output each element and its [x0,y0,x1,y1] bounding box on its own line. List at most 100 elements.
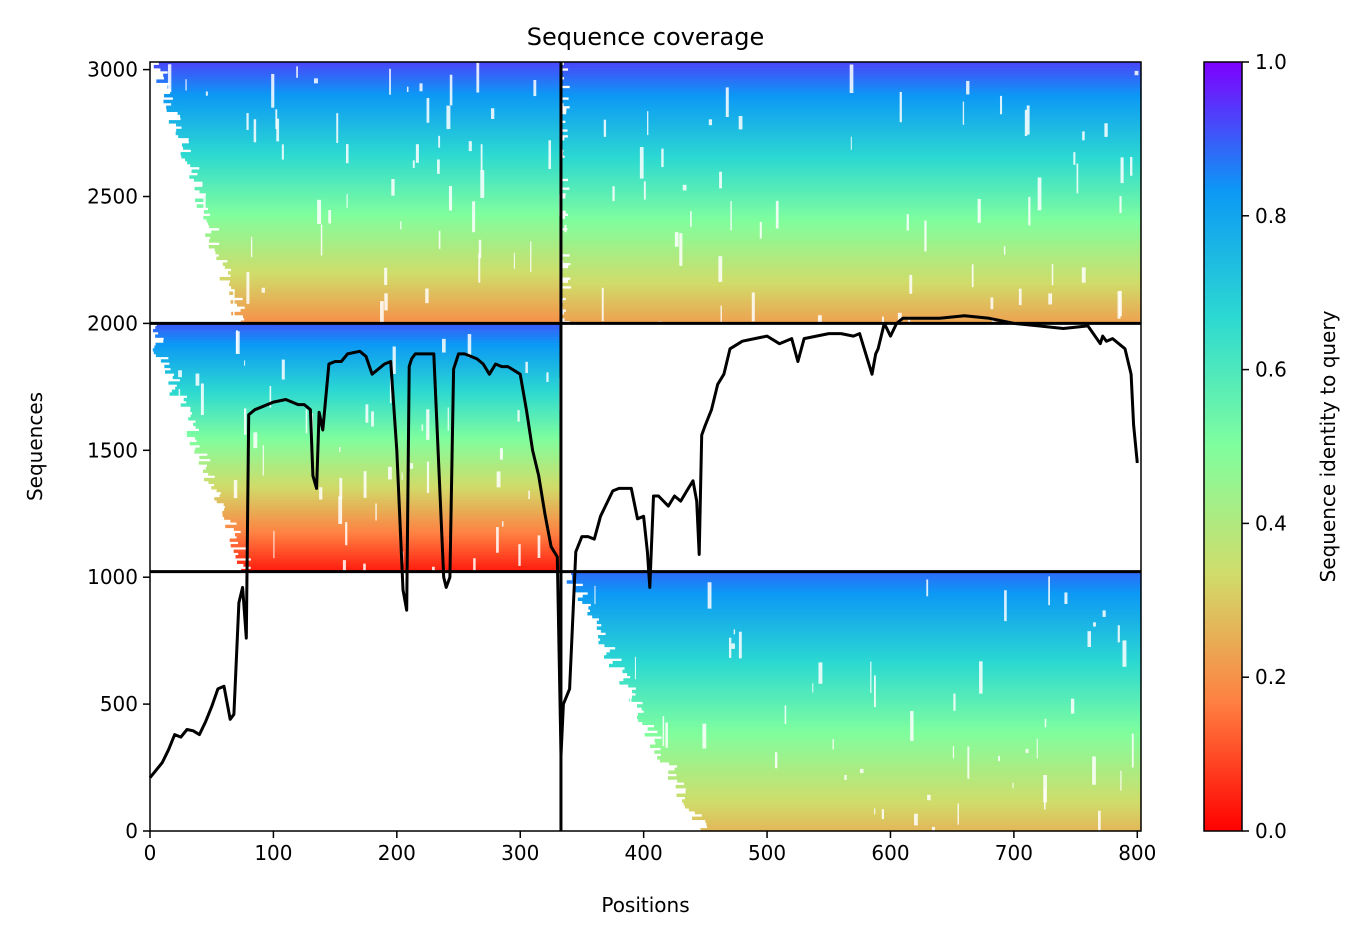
coverage-gap [437,159,440,174]
colorbar-tick-label: 1.0 [1255,50,1287,74]
coverage-gap [438,230,441,249]
coverage-row [193,422,561,427]
coverage-gap [200,291,204,317]
coverage-row [635,686,1141,691]
coverage-block [153,62,561,356]
coverage-gap [1117,625,1120,643]
coverage-row [682,799,1141,803]
coverage-gap [371,411,374,427]
coverage-row [208,207,561,211]
coverage-gap [774,752,778,769]
coverage-row [567,279,1141,284]
coverage-gap [759,221,762,239]
coverage-row [175,131,561,136]
coverage-row [225,524,561,529]
coverage-gap [467,334,472,358]
colorbar-tick-label: 0.2 [1255,665,1287,689]
coverage-row [195,447,561,451]
coverage-gap [525,361,528,374]
coverage-row [701,813,1141,818]
coverage-row [623,678,1141,682]
coverage-row [208,244,561,249]
coverage-row [167,85,561,89]
coverage-row [564,154,1141,159]
coverage-gap [400,221,402,230]
coverage-row [204,201,561,205]
coverage-row [219,227,561,232]
coverage-row [668,770,1141,774]
coverage-gap [665,762,668,781]
coverage-row [571,285,1141,290]
coverage-gap [320,224,323,256]
coverage-row [181,154,561,159]
coverage-row [184,430,561,435]
coverage-gap [499,448,503,460]
coverage-row [621,658,1141,662]
coverage-gap [979,661,983,694]
coverage-row [229,538,561,542]
coverage-row [170,88,561,92]
coverage-gap [195,373,200,386]
coverage-gap [426,409,430,440]
y-tick-label: 500 [100,692,138,716]
coverage-gap [662,716,665,747]
coverage-row [629,698,1141,702]
coverage-blocks [152,62,1141,853]
coverage-gap [518,544,521,566]
x-tick-label: 800 [1118,841,1156,865]
coverage-row [560,99,1141,104]
coverage-gap [1044,718,1047,728]
coverage-row [560,239,1141,243]
coverage-row [203,477,561,482]
coverage-row [168,120,561,124]
coverage-gap [305,409,308,434]
coverage-gap [971,264,974,288]
coverage-gap [346,194,348,208]
coverage-row [571,571,1141,576]
coverage-row [165,370,561,374]
coverage-row [567,128,1141,133]
coverage-row [170,91,561,95]
coverage-row [185,157,561,162]
coverage-row [596,626,1141,630]
coverage-gap [442,338,446,353]
coverage-gap [496,527,499,553]
coverage-row [180,114,561,118]
coverage-row [560,163,1141,168]
coverage-row [688,807,1141,812]
coverage-gap [391,179,395,196]
coverage-row [684,796,1141,800]
coverage-gap [296,66,298,78]
coverage-row [694,810,1141,815]
coverage-row [608,663,1141,668]
coverage-gap [243,408,247,435]
y-axis-ticks: 0 500 1000 1500 2000 2500 3000 [87,58,150,843]
coverage-gap [384,293,388,311]
coverage-gap [406,86,409,92]
coverage-row [560,314,1141,319]
coverage-gap [582,628,584,649]
coverage-row [155,353,561,358]
coverage-gap [679,233,683,266]
coverage-gap [999,95,1003,115]
coverage-row [186,400,561,404]
coverage-gap [1092,756,1096,785]
coverage-row [169,82,561,86]
y-axis-label: Sequences [23,392,47,501]
coverage-row [676,773,1141,777]
coverage-row [224,516,561,520]
coverage-row [194,450,561,454]
coverage-row [560,93,1141,98]
coverage-gap [977,198,981,223]
coverage-row [641,707,1141,711]
coverage-row [660,747,1141,751]
coverage-row [181,143,561,147]
coverage-gap [167,64,172,93]
coverage-row [560,166,1141,171]
coverage-row [229,279,561,284]
coverage-row [560,271,1141,275]
coverage-row [230,300,561,304]
coverage-row [154,345,561,349]
coverage-row [630,675,1141,679]
coverage-row [650,744,1141,749]
